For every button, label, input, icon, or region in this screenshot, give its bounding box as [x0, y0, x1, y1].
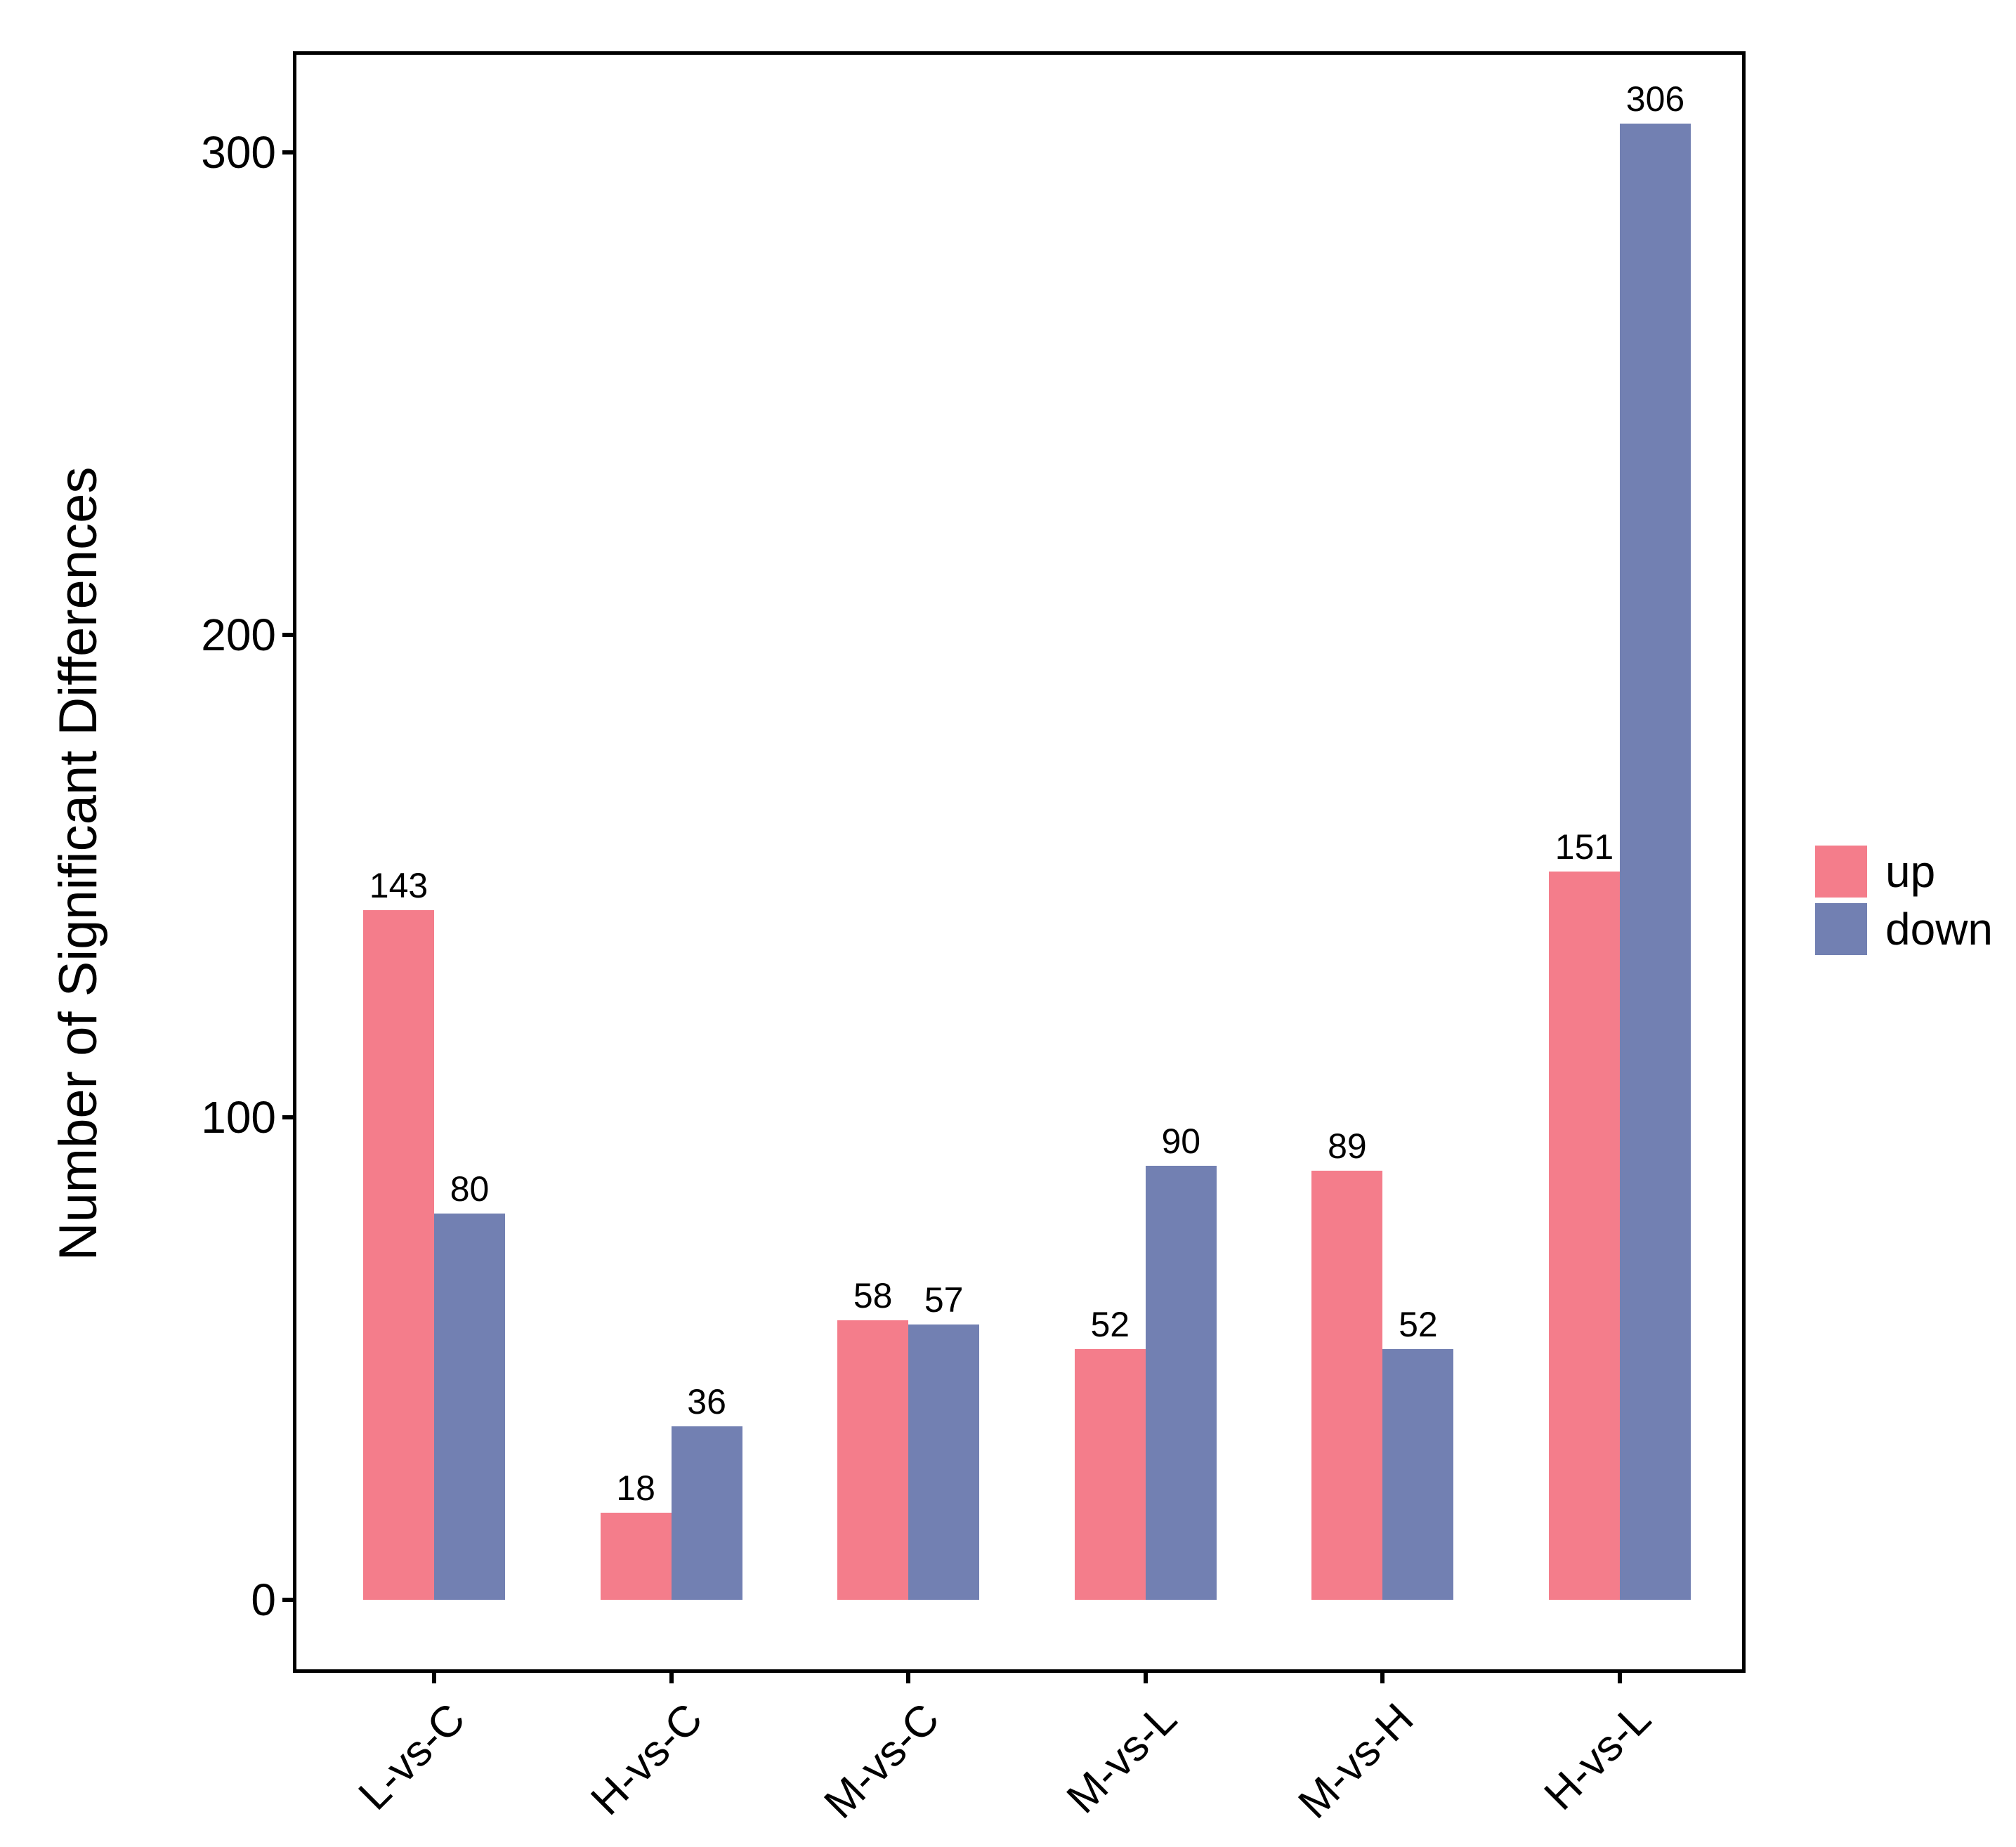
bar-up-M-vs-C	[837, 1320, 909, 1600]
bar-value-label-up-M-vs-H: 89	[1328, 1126, 1367, 1166]
legend-label-down: down	[1885, 904, 1993, 954]
bar-up-H-vs-C	[600, 1513, 672, 1600]
x-tick-label-L-vs-C: L-vs-C	[349, 1694, 475, 1820]
x-tick-mark	[432, 1673, 436, 1683]
y-tick-label: 200	[201, 610, 276, 660]
legend-swatch-down	[1815, 903, 1867, 955]
bar-up-L-vs-C	[363, 909, 434, 1600]
x-tick-mark	[1380, 1673, 1385, 1683]
bar-down-H-vs-L	[1620, 123, 1691, 1600]
bar-down-M-vs-C	[908, 1325, 980, 1600]
y-tick-label: 0	[251, 1575, 276, 1625]
bar-value-label-up-H-vs-C: 18	[616, 1468, 655, 1509]
y-tick-mark	[282, 1598, 293, 1602]
bar-value-label-up-M-vs-L: 52	[1090, 1304, 1130, 1344]
legend-label-up: up	[1885, 846, 1936, 897]
y-tick-label: 100	[201, 1092, 276, 1143]
x-tick-mark	[1143, 1673, 1148, 1683]
plot-panel	[293, 51, 1746, 1673]
y-tick-mark	[282, 633, 293, 637]
bar-down-M-vs-L	[1145, 1165, 1217, 1600]
y-tick-mark	[282, 150, 293, 155]
legend-swatch-up	[1815, 846, 1867, 898]
bar-down-L-vs-C	[434, 1214, 505, 1600]
x-tick-label-H-vs-C: H-vs-C	[581, 1694, 712, 1825]
bar-value-label-down-M-vs-H: 52	[1399, 1304, 1438, 1344]
x-tick-mark	[669, 1673, 674, 1683]
bar-up-M-vs-H	[1311, 1170, 1383, 1600]
x-tick-label-M-vs-H: M-vs-H	[1289, 1694, 1423, 1828]
bar-value-label-up-H-vs-L: 151	[1554, 827, 1614, 867]
bar-value-label-up-L-vs-C: 143	[369, 865, 428, 905]
x-tick-mark	[906, 1673, 911, 1683]
bar-up-M-vs-L	[1074, 1348, 1146, 1600]
bar-value-label-down-M-vs-L: 90	[1161, 1121, 1201, 1161]
y-tick-mark	[282, 1115, 293, 1119]
bar-value-label-down-H-vs-L: 306	[1625, 79, 1685, 119]
y-axis-title: Number of Significant Differences	[48, 466, 108, 1261]
bar-down-M-vs-H	[1382, 1348, 1454, 1600]
bar-value-label-down-H-vs-C: 36	[687, 1381, 726, 1421]
x-tick-label-H-vs-L: H-vs-L	[1535, 1694, 1661, 1820]
bar-down-H-vs-C	[671, 1426, 742, 1600]
bar-value-label-down-L-vs-C: 80	[450, 1169, 490, 1209]
bar-value-label-down-M-vs-C: 57	[924, 1280, 964, 1320]
x-tick-label-M-vs-L: M-vs-L	[1057, 1694, 1186, 1823]
x-tick-mark	[1618, 1673, 1622, 1683]
bar-up-H-vs-L	[1549, 871, 1620, 1600]
y-tick-label: 300	[201, 127, 276, 178]
x-tick-label-M-vs-C: M-vs-C	[815, 1694, 949, 1828]
bar-value-label-up-M-vs-C: 58	[853, 1275, 893, 1315]
